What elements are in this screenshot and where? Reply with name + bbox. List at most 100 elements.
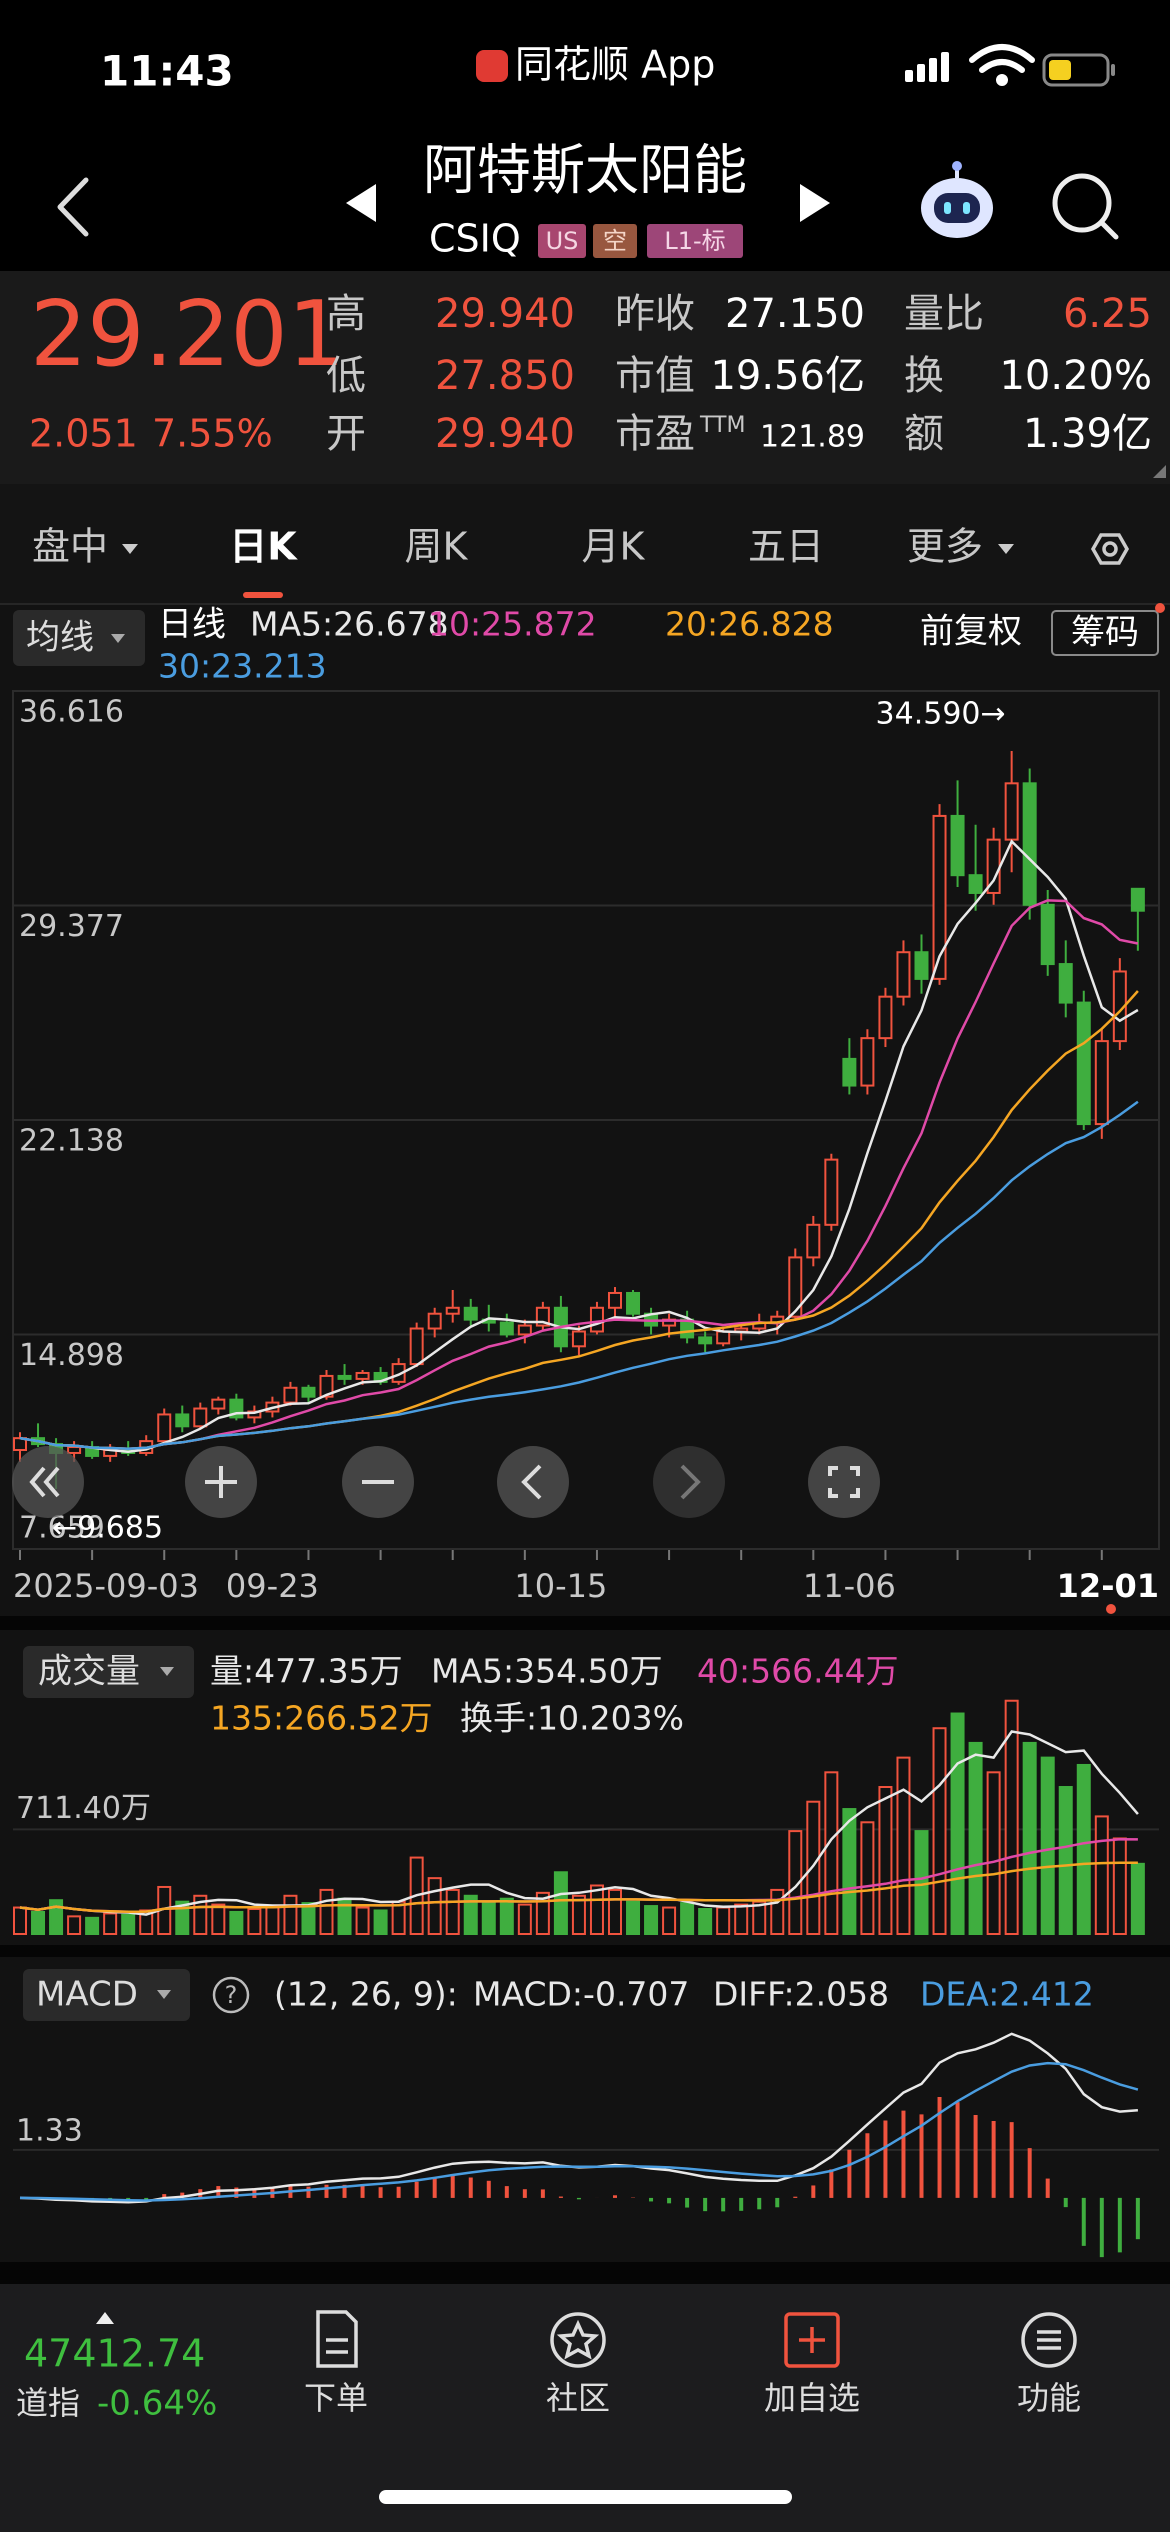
nav-label[interactable]: 社区 [546, 2379, 610, 2417]
nav-label[interactable]: 下单 [304, 2379, 368, 2417]
prev-stock[interactable] [346, 184, 376, 222]
volume-bar [553, 1871, 568, 1935]
volume-bar [607, 1888, 622, 1935]
candle-body [1130, 887, 1145, 912]
field-value: 29.940 [435, 411, 575, 457]
candle-body [427, 1312, 442, 1330]
scroll-left-button[interactable] [497, 1446, 569, 1518]
adjust-mode[interactable]: 前复权 [920, 612, 1022, 652]
volume-bar [824, 1771, 839, 1935]
assistant-button[interactable] [921, 161, 993, 238]
candle-body [860, 1037, 875, 1087]
candle-body [824, 1158, 839, 1226]
expand-corner[interactable] [1153, 465, 1166, 478]
volume-bar [67, 1915, 82, 1936]
candle-body [499, 1321, 514, 1336]
volume-bar [445, 1888, 460, 1935]
expand-indicator[interactable] [96, 2312, 114, 2324]
field-label: 额 [904, 411, 944, 457]
tab[interactable]: 月K [582, 525, 646, 569]
candle-body [355, 1371, 370, 1380]
tab[interactable]: 周K [405, 525, 469, 569]
tab[interactable]: 更多 [907, 525, 983, 569]
volume-legend-item: 换手:10.203% [460, 1699, 684, 1738]
volume-bar [463, 1894, 478, 1935]
volume-bar [662, 1906, 677, 1935]
help-button[interactable] [212, 1976, 250, 2014]
volume-bar [373, 1909, 388, 1936]
macd-legend-item: DIFF:2.058 [713, 1975, 889, 2014]
back-button[interactable] [57, 177, 89, 237]
app-icon [476, 50, 508, 82]
volume-bar [229, 1910, 244, 1935]
search-button[interactable] [1052, 173, 1119, 240]
ma-selector-label: 均线 [26, 618, 94, 658]
divider [0, 2262, 1170, 2284]
last-price: 29.201 [30, 282, 345, 387]
ma-line [19, 990, 1139, 1450]
function-lines [1037, 2330, 1061, 2350]
field-label: 市值 [615, 353, 695, 399]
tab[interactable]: 五日 [748, 525, 824, 569]
y-tick-label: 14.898 [19, 1338, 124, 1373]
field-value: 27.150 [725, 291, 865, 337]
field-value: 6.25 [1063, 291, 1152, 337]
candle-body [445, 1306, 460, 1315]
icon [828, 1466, 860, 1498]
candle-body [1058, 963, 1073, 1004]
volume-bar [175, 1900, 190, 1935]
volume-bar [49, 1899, 64, 1935]
y-tick-label: 36.616 [19, 695, 124, 730]
macd-selector[interactable] [23, 1969, 190, 2021]
tab[interactable]: 盘中 [32, 525, 108, 569]
scroll-right-button[interactable] [653, 1446, 725, 1518]
chips-button[interactable] [1051, 610, 1159, 656]
quote-bg [0, 271, 1170, 484]
volume-bar [914, 1830, 929, 1935]
candle-body [788, 1256, 803, 1318]
candle-body [157, 1413, 172, 1443]
fullscreen-button[interactable] [808, 1446, 880, 1518]
high-annotation: 34.590→ [876, 697, 1006, 732]
volume-bar [680, 1902, 695, 1936]
app-name: 同花顺 App [515, 43, 715, 87]
volume-selector[interactable] [23, 1646, 194, 1698]
candle-body [896, 951, 911, 998]
volume-bar [734, 1903, 749, 1936]
volume-bar [968, 1741, 983, 1935]
settings-button[interactable] [1090, 533, 1130, 565]
badge-bg [538, 224, 586, 258]
macd-legend-item: (12, 26, 9): [274, 1975, 458, 2014]
field-label: 市盈 [615, 411, 695, 457]
y-tick-label: 29.377 [19, 909, 124, 944]
next-stock[interactable] [800, 184, 830, 222]
candle-body [409, 1327, 424, 1366]
battery-icon [1042, 53, 1110, 87]
dropdown-caret [160, 1667, 174, 1676]
ma-line [19, 1100, 1139, 1450]
nav-label[interactable]: 加自选 [764, 2379, 860, 2417]
candle-body [1094, 1040, 1109, 1126]
candle-body [337, 1374, 352, 1380]
y-tick-label: 711.40万 [16, 1791, 151, 1826]
volume-bar [481, 1900, 496, 1935]
diff-line [19, 2032, 1138, 2204]
volume-selector-label: 成交量 [38, 1652, 140, 1692]
volume-bar [1040, 1756, 1055, 1936]
volume-bar [788, 1830, 803, 1935]
candle-body [589, 1306, 604, 1333]
ma-selector[interactable] [13, 610, 145, 666]
field-value: 29.940 [435, 291, 575, 337]
macd-legend-item: MACD:-0.707 [473, 1975, 689, 2014]
candle-body [698, 1336, 713, 1345]
nav-label[interactable]: 功能 [1017, 2379, 1081, 2417]
index-value: 47412.74 [24, 2332, 205, 2376]
volume-bar [85, 1916, 100, 1935]
candle-body [211, 1398, 226, 1410]
help-icon: ? [225, 1981, 238, 2009]
volume-legend-item: MA5:354.50万 [431, 1652, 663, 1691]
tab[interactable]: 日K [229, 525, 298, 569]
macd-legend-item: DEA:2.412 [920, 1975, 1094, 2014]
latest-dot [1106, 1604, 1116, 1614]
volume-bar [193, 1894, 208, 1935]
